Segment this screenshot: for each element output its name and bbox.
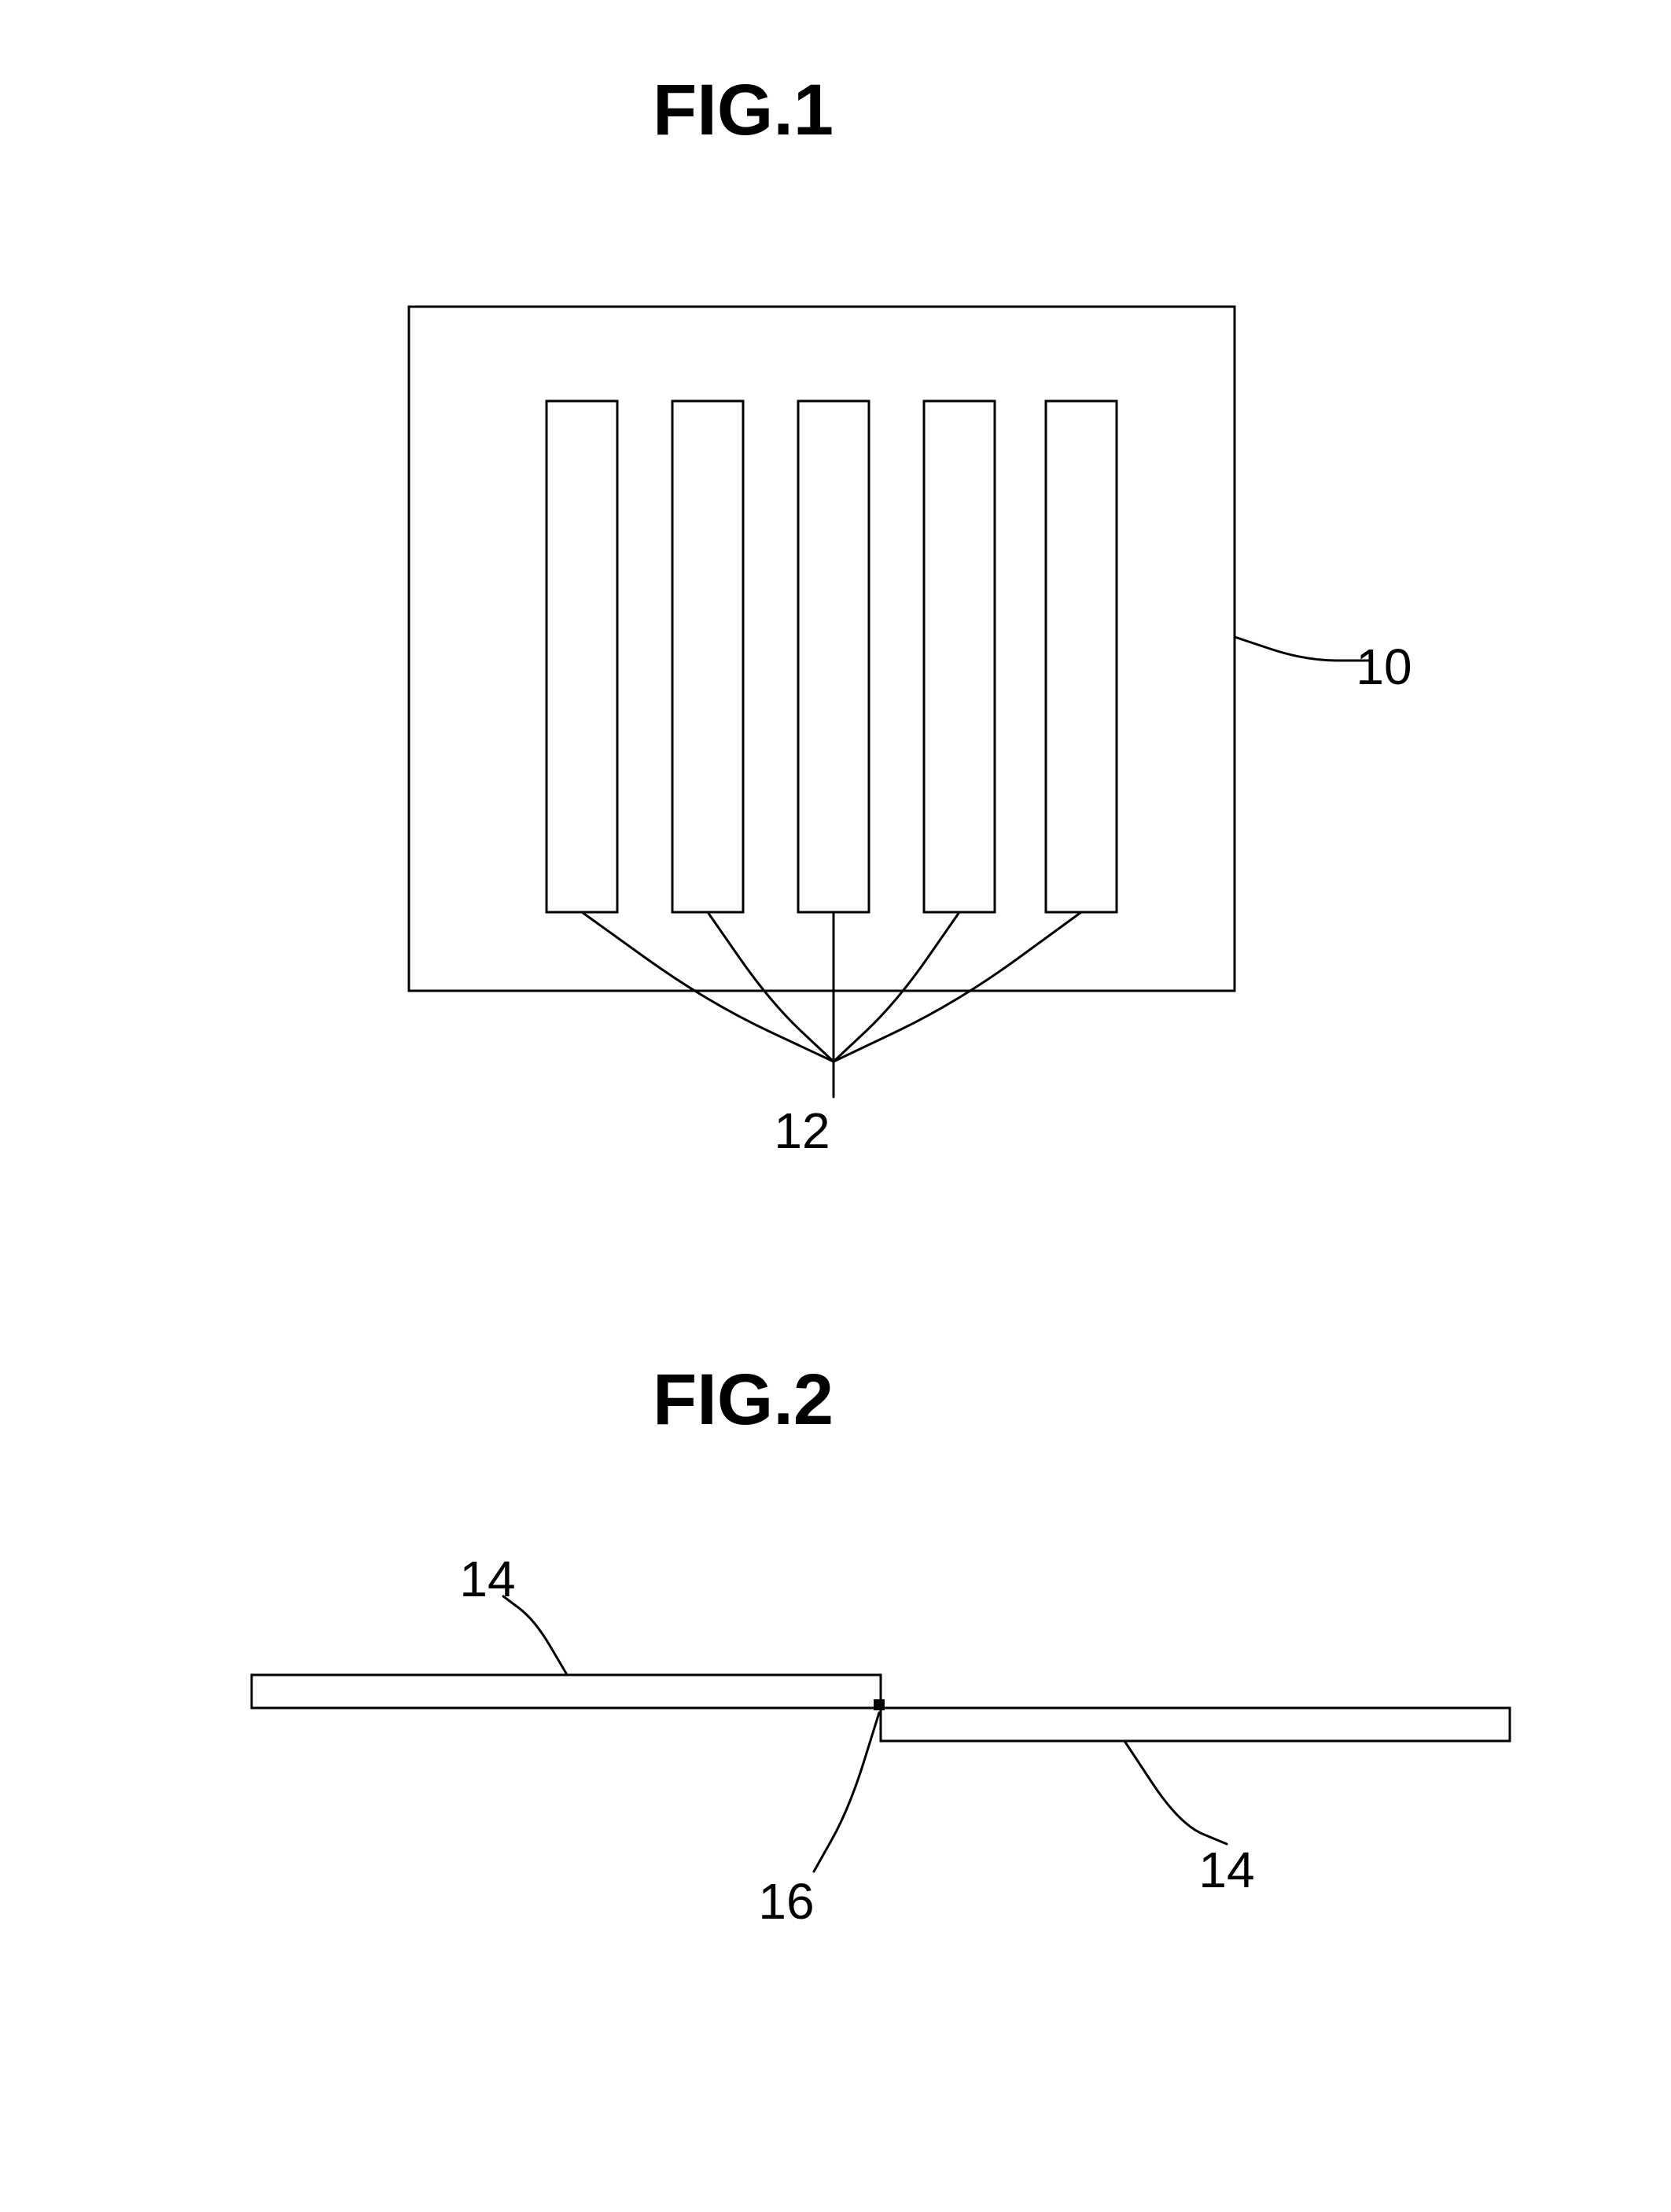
fig2-slab-right: [881, 1708, 1510, 1741]
fig1-leader-12-3: [834, 912, 959, 1062]
fig2-leader-16: [814, 1713, 879, 1872]
fig1-bar-0: [547, 401, 617, 912]
fig1-ref-12: 12: [774, 1102, 830, 1159]
fig1-bar-4: [1046, 401, 1117, 912]
fig1-leader-10: [1235, 637, 1368, 661]
fig1-bar-1: [672, 401, 743, 912]
fig1-bar-2: [798, 401, 869, 912]
drawing-layer: 10 12 14 14 16: [0, 0, 1671, 2212]
fig2-ref-16: 16: [758, 1873, 814, 1930]
fig1-bar-3: [924, 401, 995, 912]
fig2-ref-14-left: 14: [459, 1551, 515, 1607]
fig1-leader-12-0: [582, 912, 834, 1062]
fig2-slab-left: [252, 1675, 881, 1708]
fig1-leader-12-4: [834, 912, 1081, 1062]
page: FIG.1 FIG.2 1012141416: [0, 0, 1671, 2212]
fig2-leader-14-left: [503, 1596, 566, 1673]
fig2-joint: [874, 1699, 885, 1710]
fig1-panel: [409, 307, 1235, 991]
fig2-leader-14-right: [1124, 1741, 1227, 1844]
fig2-ref-14-right: 14: [1198, 1842, 1254, 1898]
fig1-leader-12-1: [708, 912, 834, 1062]
fig1-ref-10: 10: [1356, 639, 1412, 695]
